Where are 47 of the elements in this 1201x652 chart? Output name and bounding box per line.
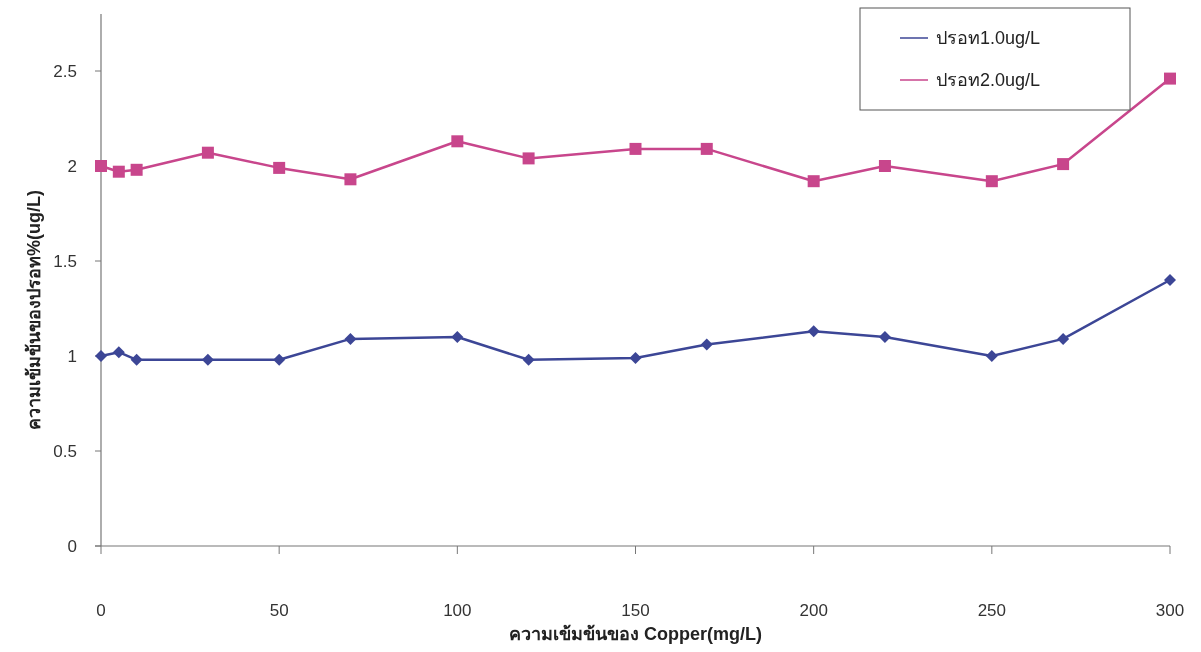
point bbox=[95, 160, 107, 172]
y-tick-label: 0.5 bbox=[53, 442, 77, 461]
x-tick-label: 100 bbox=[443, 601, 472, 620]
y-tick-label: 0 bbox=[67, 537, 77, 556]
x-tick-label: 150 bbox=[621, 601, 650, 620]
point bbox=[985, 350, 998, 362]
point bbox=[201, 353, 214, 366]
y-tick-label: 1.5 bbox=[53, 252, 77, 271]
point bbox=[1057, 158, 1070, 171]
x-axis-title: ความเข้มข้นของ Copper(mg/L) bbox=[509, 624, 762, 644]
x-tick-label: 200 bbox=[799, 601, 828, 620]
y-tick-label: 1 bbox=[67, 347, 77, 366]
point bbox=[273, 353, 286, 366]
point bbox=[1164, 72, 1176, 85]
point bbox=[522, 353, 535, 366]
point bbox=[112, 346, 125, 359]
point bbox=[344, 173, 357, 186]
point bbox=[201, 146, 214, 159]
point bbox=[112, 165, 125, 178]
legend-label: ปรอท2.0ug/L bbox=[936, 70, 1041, 90]
point bbox=[629, 351, 642, 364]
point bbox=[130, 353, 143, 366]
point bbox=[130, 163, 143, 176]
point bbox=[451, 135, 464, 148]
y-tick-label: 2 bbox=[67, 157, 77, 176]
point bbox=[629, 142, 642, 155]
point bbox=[344, 332, 357, 345]
point bbox=[95, 350, 107, 362]
point bbox=[1057, 332, 1070, 345]
point bbox=[1164, 274, 1176, 286]
x-tick-label: 50 bbox=[269, 601, 289, 620]
point bbox=[451, 331, 464, 343]
point bbox=[985, 175, 998, 188]
point bbox=[807, 175, 820, 188]
legend-label: ปรอท1.0ug/L bbox=[936, 28, 1041, 48]
point bbox=[273, 161, 286, 174]
x-tick-label: 300 bbox=[1155, 601, 1185, 620]
point bbox=[878, 160, 891, 172]
y-axis-title: ความเข้มข้นของปรอท%(ug/L) bbox=[24, 190, 44, 430]
point bbox=[522, 152, 535, 165]
point bbox=[700, 142, 713, 155]
x-tick-label: 0 bbox=[96, 601, 106, 620]
point bbox=[700, 338, 713, 351]
point bbox=[878, 331, 891, 343]
point bbox=[807, 325, 820, 338]
y-tick-label: 2.5 bbox=[53, 62, 77, 81]
x-tick-label: 250 bbox=[977, 601, 1007, 620]
